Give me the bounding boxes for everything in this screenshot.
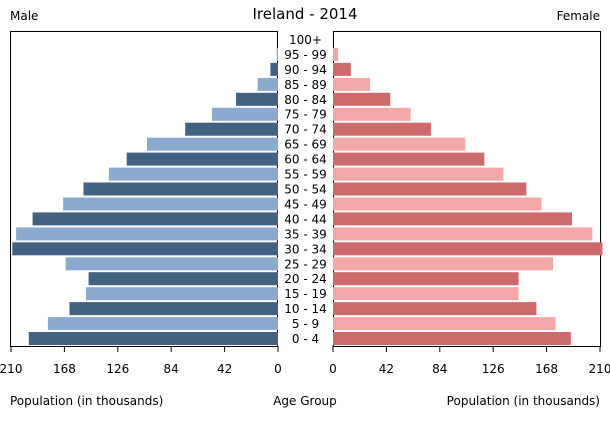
male-bar-5-9 [47, 317, 279, 331]
female-bar-0-4 [333, 332, 571, 345]
age-group-label: 70 - 74 [284, 123, 327, 137]
age-group-label: 80 - 84 [284, 93, 327, 107]
female-bar-85-89 [333, 77, 370, 91]
male-bar-90-94 [270, 62, 278, 76]
female-tick-label: 210 [589, 362, 610, 376]
male-bar-95-99 [276, 48, 278, 61]
female-tick-label: 42 [379, 362, 394, 376]
age-group-label: 45 - 49 [284, 198, 327, 212]
age-group-label: 100+ [289, 33, 322, 47]
male-bar-80-84 [236, 92, 278, 106]
female-bar-55-59 [333, 167, 504, 181]
female-bar-60-64 [333, 152, 485, 166]
female-tick-label: 168 [535, 362, 558, 376]
age-group-label: 95 - 99 [284, 48, 327, 62]
female-bar-50-54 [333, 182, 527, 196]
male-tick-label: 168 [53, 362, 76, 376]
male-bar-15-19 [86, 287, 278, 301]
female-bar-30-34 [333, 242, 603, 256]
male-label: Male [10, 9, 38, 23]
male-bar-55-59 [108, 167, 279, 181]
female-tick-label: 0 [329, 362, 337, 376]
male-tick-label: 42 [217, 362, 232, 376]
male-bar-40-44 [32, 212, 278, 226]
male-x-axis: 210 168 126 84 42 0 [0, 346, 282, 376]
male-bar-20-24 [88, 272, 278, 286]
age-group-label: 20 - 24 [284, 272, 327, 286]
age-group-label: 90 - 94 [284, 63, 327, 77]
female-bar-10-14 [333, 302, 537, 316]
male-bar-75-79 [211, 107, 278, 121]
age-group-label: 65 - 69 [284, 138, 327, 152]
female-bar-35-39 [333, 227, 593, 241]
female-bar-80-84 [333, 92, 391, 106]
male-bar-10-14 [69, 302, 278, 316]
male-bar-35-39 [16, 227, 278, 241]
female-tick-label: 126 [482, 362, 505, 376]
age-group-label: 60 - 64 [284, 153, 327, 167]
female-bar-25-29 [333, 257, 553, 271]
male-bar-45-49 [63, 197, 278, 211]
male-x-axis-label: Population (in thousands) [10, 394, 163, 408]
age-group-label: 40 - 44 [284, 212, 327, 226]
age-group-label: 35 - 39 [284, 227, 327, 241]
age-group-label: 75 - 79 [284, 108, 327, 122]
female-bar-45-49 [333, 197, 542, 211]
female-bar-5-9 [333, 317, 556, 331]
female-x-axis: 0 42 84 126 168 210 [329, 346, 610, 376]
female-tick-label: 84 [432, 362, 447, 376]
male-tick-label: 210 [0, 362, 22, 376]
male-bar-30-34 [12, 242, 279, 256]
female-x-axis-label: Population (in thousands) [447, 394, 600, 408]
male-bar-60-64 [126, 152, 278, 166]
female-label: Female [557, 9, 600, 23]
male-bars [12, 48, 279, 345]
male-bar-70-74 [185, 122, 278, 136]
female-bar-95-99 [333, 48, 339, 61]
female-bars [333, 48, 603, 345]
male-bar-65-69 [147, 137, 278, 151]
age-group-label: 25 - 29 [284, 257, 327, 271]
female-bar-70-74 [333, 122, 431, 136]
male-bar-25-29 [65, 257, 278, 271]
age-group-axis-label: Age Group [273, 394, 337, 408]
female-bar-75-79 [333, 107, 411, 121]
female-bar-90-94 [333, 62, 351, 76]
female-bar-15-19 [333, 287, 519, 301]
age-group-label: 0 - 4 [292, 332, 319, 346]
age-group-label: 5 - 9 [292, 317, 319, 331]
age-group-label: 50 - 54 [284, 183, 327, 197]
male-tick-label: 126 [106, 362, 129, 376]
female-bar-40-44 [333, 212, 572, 226]
male-tick-label: 0 [274, 362, 282, 376]
male-bar-85-89 [257, 77, 278, 91]
age-group-label: 30 - 34 [284, 242, 327, 256]
age-group-label: 85 - 89 [284, 78, 327, 92]
male-bar-50-54 [83, 182, 278, 196]
male-bar-0-4 [28, 332, 278, 345]
female-bar-20-24 [333, 272, 519, 286]
age-group-label: 15 - 19 [284, 287, 327, 301]
age-group-label: 10 - 14 [284, 302, 327, 316]
age-group-label: 55 - 59 [284, 168, 327, 182]
female-bar-65-69 [333, 137, 466, 151]
male-tick-label: 84 [164, 362, 179, 376]
chart-title: Ireland - 2014 [253, 5, 358, 23]
